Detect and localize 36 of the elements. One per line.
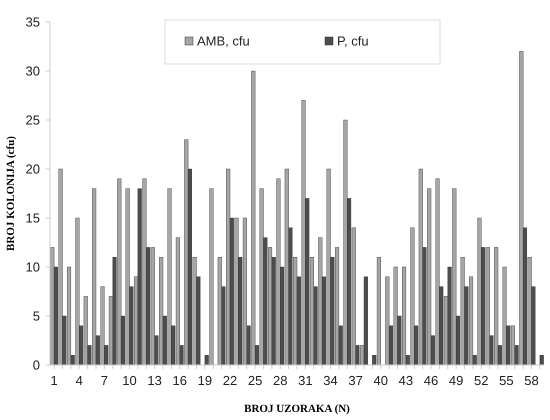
x-tick-label: 40: [374, 373, 388, 388]
y-tick-label: 5: [32, 308, 40, 324]
x-tick-label: 10: [122, 373, 137, 388]
y-tick-label: 10: [26, 260, 40, 275]
y-tick-label: 35: [26, 14, 40, 30]
x-tick-label: 31: [298, 373, 313, 388]
x-tick-label: 25: [248, 373, 262, 388]
x-tick-label: 19: [198, 373, 212, 388]
y-tick-label: 20: [26, 162, 40, 177]
x-tick-label: 16: [172, 373, 187, 388]
y-tick-label: 15: [26, 210, 40, 226]
x-tick-label: 4: [76, 373, 83, 388]
y-tick-label: 25: [26, 112, 40, 128]
bar: [385, 276, 390, 366]
x-tick-label: 13: [147, 373, 162, 388]
x-tick-label: 1: [50, 373, 58, 388]
x-tick-label: 22: [222, 373, 238, 388]
x-axis-title: BROJ UZORAKA (N): [244, 403, 350, 415]
y-axis-title: BROJ KOLONIJA (cfu): [5, 136, 17, 251]
legend-label: AMB, cfu: [197, 34, 250, 49]
x-tick-label: 43: [398, 373, 414, 388]
x-tick-label: 37: [348, 373, 363, 388]
y-tick-label: 30: [26, 64, 40, 79]
x-tick-label: 52: [474, 373, 488, 388]
x-tick-label: 7: [100, 373, 108, 388]
bar: [540, 355, 544, 366]
y-tick-label: 0: [32, 358, 40, 373]
bar: [218, 257, 222, 366]
legend-label: P, cfu: [337, 34, 369, 49]
bar: [364, 276, 368, 366]
x-tick-label: 28: [273, 373, 288, 388]
x-tick-label: 58: [524, 373, 539, 388]
x-tick-label: 55: [499, 373, 514, 388]
x-tick-label: 46: [424, 373, 438, 388]
x-tick-label: 34: [323, 373, 338, 388]
x-tick-label: 49: [448, 373, 464, 388]
